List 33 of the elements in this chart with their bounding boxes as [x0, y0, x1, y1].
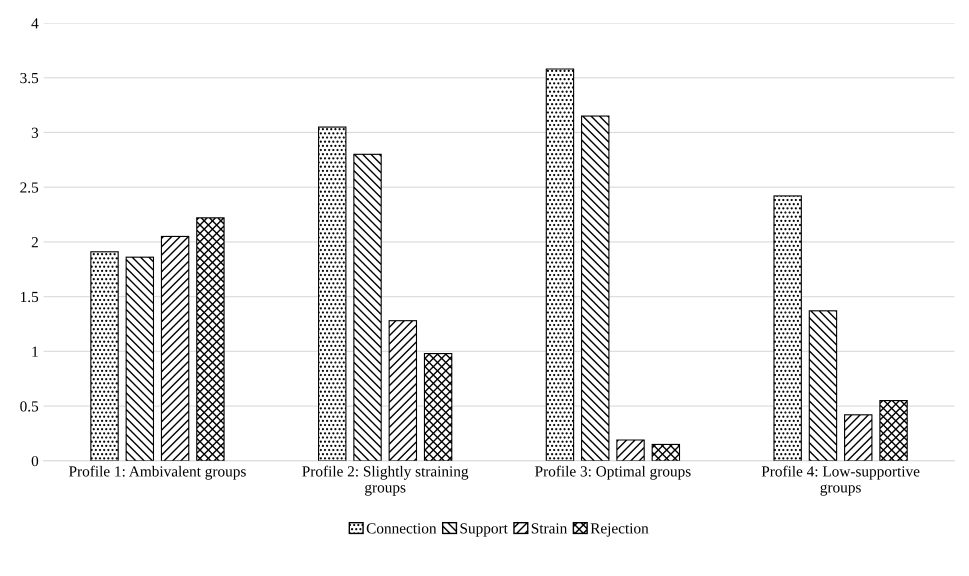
y-tick-label: 3 [32, 128, 38, 138]
y-tick-label: 1 [32, 346, 38, 357]
y-tick-label: 2 [32, 237, 38, 248]
bar [160, 236, 190, 461]
x-tick-label: Profile 3: Optimal groups [535, 466, 691, 480]
bar [353, 154, 382, 461]
bar [879, 400, 908, 461]
bar [388, 320, 418, 461]
bar [652, 444, 680, 461]
bar [844, 414, 872, 461]
bar [581, 116, 610, 461]
x-tick-label: Profile 2: Slightly straining groups [302, 466, 468, 496]
x-tick-label: Profile 4: Low-supportive groups [762, 466, 920, 496]
y-tick-label: 4 [31, 18, 39, 28]
legend-label: Support [460, 523, 508, 537]
legend-label: Strain [532, 523, 568, 534]
bar [318, 126, 346, 461]
bar [90, 251, 119, 461]
bar [196, 217, 225, 461]
legend-label: Rejection [590, 523, 649, 537]
y-tick-label: 0 [32, 456, 38, 466]
bar [773, 195, 802, 461]
y-tick-label: 3.5 [20, 72, 38, 84]
x-tick-label: Profile 1: Ambivalent groups [69, 466, 246, 480]
bar [424, 352, 452, 461]
y-tick-label: 2.5 [20, 182, 38, 193]
y-tick-label: 0.5 [20, 401, 38, 412]
legend-label: Connection [366, 523, 436, 534]
bar [808, 310, 838, 461]
bar [546, 68, 574, 461]
y-tick-label: 1.5 [20, 292, 38, 302]
bar [126, 256, 154, 461]
bar [616, 439, 645, 461]
